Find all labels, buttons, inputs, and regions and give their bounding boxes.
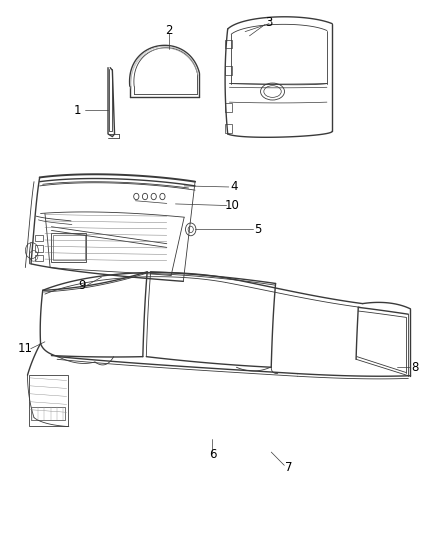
Text: 9: 9 — [78, 279, 86, 292]
Bar — [35, 235, 43, 241]
Bar — [35, 255, 43, 261]
Text: 2: 2 — [165, 24, 173, 37]
Text: 4: 4 — [230, 181, 238, 193]
Text: 8: 8 — [411, 361, 419, 374]
Text: 5: 5 — [254, 223, 262, 236]
Text: 3: 3 — [265, 16, 273, 29]
Bar — [29, 375, 68, 425]
Bar — [225, 124, 233, 133]
Text: 1: 1 — [74, 103, 81, 117]
Bar — [51, 233, 86, 262]
Bar — [53, 235, 85, 260]
Bar — [225, 39, 233, 48]
Text: 10: 10 — [225, 199, 240, 212]
Text: 7: 7 — [285, 462, 293, 474]
Bar — [225, 103, 233, 112]
Bar — [225, 66, 233, 75]
Bar — [31, 407, 65, 420]
Text: 11: 11 — [18, 342, 33, 355]
Bar — [35, 245, 43, 252]
Text: 6: 6 — [209, 448, 216, 461]
